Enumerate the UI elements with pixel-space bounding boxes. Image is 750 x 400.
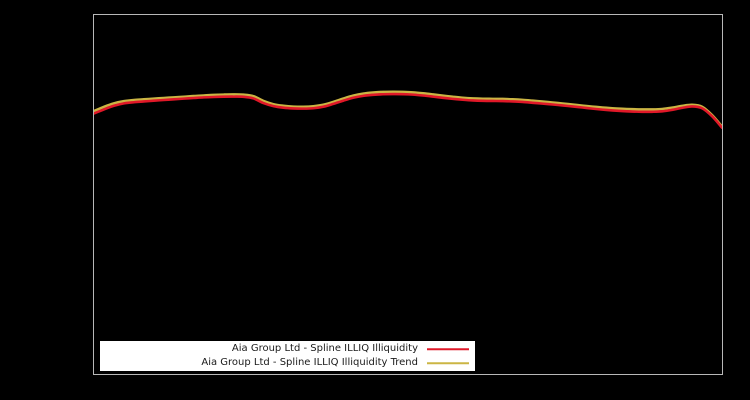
legend-line-sample-illiquidity <box>427 343 469 355</box>
legend-label-illiquidity: Aia Group Ltd - Spline ILLIQ Illiquidity <box>231 343 418 354</box>
legend: Aia Group Ltd - Spline ILLIQ Illiquidity… <box>100 341 475 371</box>
series-line <box>94 90 722 128</box>
legend-item-illiquidity: Aia Group Ltd - Spline ILLIQ Illiquidity <box>100 342 469 356</box>
legend-item-illiquidity-trend: Aia Group Ltd - Spline ILLIQ Illiquidity… <box>100 356 469 370</box>
plot-area <box>93 14 723 375</box>
series-canvas <box>94 90 722 129</box>
legend-line-sample-illiquidity-trend <box>427 357 469 369</box>
y-axis: 1100100001000000100000000 <box>0 0 89 400</box>
series-line <box>94 92 722 129</box>
legend-label-illiquidity-trend: Aia Group Ltd - Spline ILLIQ Illiquidity… <box>201 357 418 368</box>
